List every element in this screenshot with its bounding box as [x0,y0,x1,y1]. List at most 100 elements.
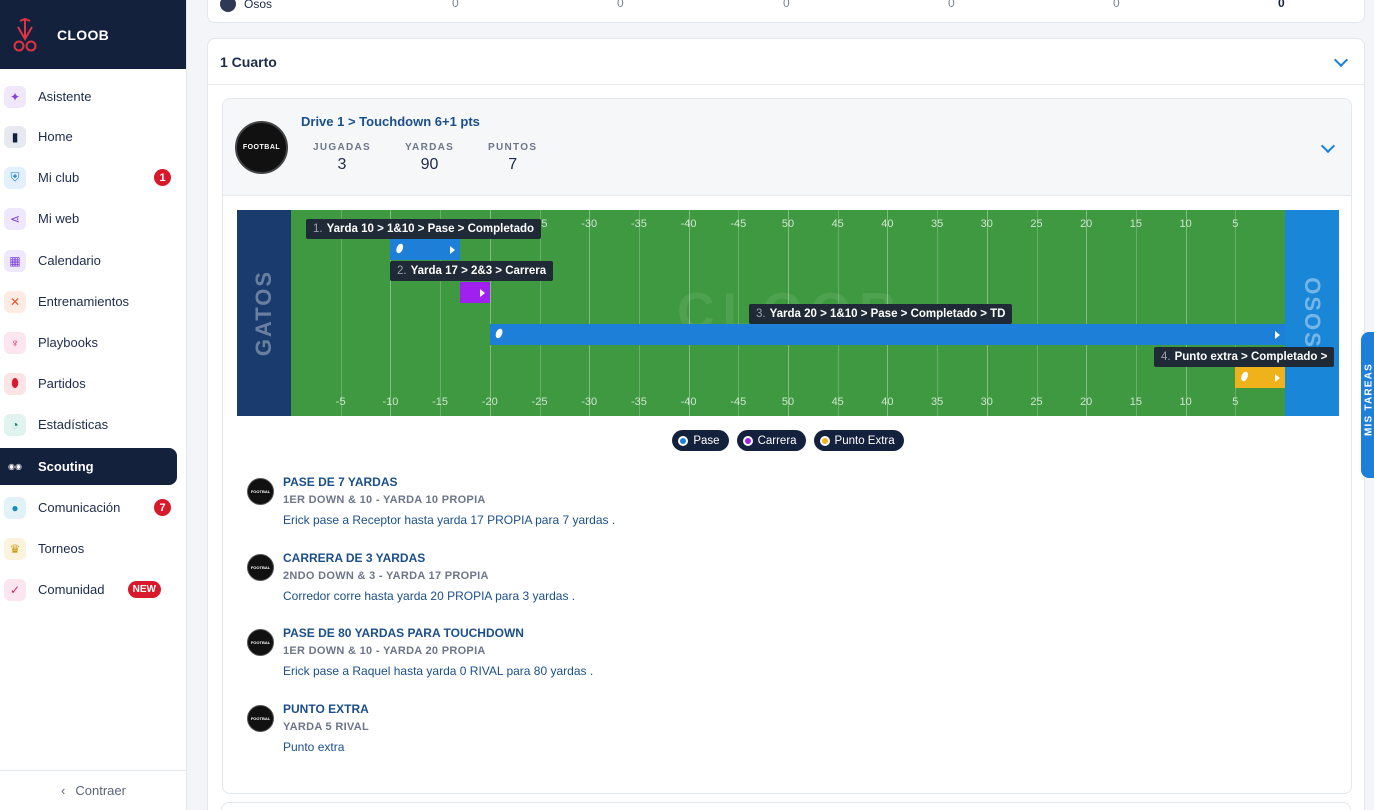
sidebar-item-2[interactable]: ⛨ Mi club 1 [0,159,177,196]
yard-line [638,210,640,416]
brand-header[interactable]: CLOOB [0,0,186,69]
play-number: 2. [397,265,407,277]
sidebar-item-11[interactable]: ♛ Torneos [0,530,177,567]
sidebar-item-label: Asistente [38,89,92,104]
score-q3: 0 [783,0,790,10]
sidebar-item-label: Playbooks [38,335,98,350]
team-osos: Osos [220,0,272,12]
sidebar-item-label: Estadísticas [38,417,109,432]
sidebar-item-7[interactable]: ⬮ Partidos [0,365,177,402]
yard-number: -40 [680,396,697,408]
chevron-down-icon[interactable] [1320,138,1336,154]
stat-yardas: YARDAS 90 [405,142,454,174]
collapse-label: Contraer [75,783,126,798]
stat-label: PUNTOS [488,142,538,153]
collapse-sidebar-button[interactable]: ‹ Contraer [0,770,187,810]
sparkle-icon: ✦ [4,85,26,108]
football-icon: ⬮ [395,243,403,255]
drive-title: Drive 1 > Touchdown 6+1 pts [301,114,480,129]
play-list-item: FOOTBAL PASE DE 80 YARDAS PARA TOUCHDOWN 1… [247,626,1327,688]
trophy-icon: ♛ [4,537,26,560]
play-title: CARRERA DE 3 YARDAS [283,550,426,565]
yard-number: -40 [680,218,697,230]
sidebar-item-10[interactable]: ● Comunicación 7 [0,489,177,526]
legend-label: Pase [693,434,720,447]
play-label[interactable]: 2. Yarda 17 > 2&3 > Carrera [390,261,554,281]
stat-value: 90 [420,156,439,173]
play-label[interactable]: 3. Yarda 20 > 1&10 > Pase > Completado > … [749,304,1013,324]
arrow-right-icon [1274,330,1280,339]
sidebar-item-12[interactable]: ✓ Comunidad NEW [0,571,177,608]
score-ot: 0 [1113,0,1120,10]
sidebar-item-4[interactable]: ▦ Calendario [0,242,177,279]
next-drive-card[interactable] [221,802,1351,810]
play-bar-pass[interactable]: ⬮ [390,239,460,260]
play-bar-extra[interactable]: ⬮ [1235,367,1285,388]
endzone-left: GATOS [237,210,291,416]
arrow-right-icon [479,288,485,297]
mis-tareas-label: MIS TAREAS [1363,363,1374,436]
play-label[interactable]: 4. Punto extra > Completado > [1154,347,1335,367]
yard-number: 30 [980,396,993,408]
sidebar-item-9[interactable]: ◉◉ Scouting [0,448,177,485]
legend-color-dot [819,435,830,446]
sidebar-item-6[interactable]: ♆ Playbooks [0,324,177,361]
play-situation: YARDA 5 RIVAL [283,720,370,733]
drive-card: FOOTBAL Drive 1 > Touchdown 6+1 pts JUGA… [222,98,1352,794]
yard-number: 15 [1129,396,1143,408]
chevron-down-icon[interactable] [1333,52,1349,68]
brand-logo-icon [13,17,37,51]
play-label-text: Punto extra > Completado > [1174,351,1328,363]
yard-number: 45 [831,218,844,230]
play-number: 4. [1161,351,1171,363]
play-description: Punto extra [283,739,345,754]
legend-chip[interactable]: Punto Extra [813,430,904,451]
mis-tareas-tab[interactable]: MIS TAREAS [1361,332,1374,478]
sidebar-item-5[interactable]: ✕ Entrenamientos [0,283,177,320]
sidebar-item-1[interactable]: ▮ Home [0,118,177,155]
yard-number: -10 [382,396,399,408]
yard-number: 25 [1030,218,1043,230]
binoculars-icon: ◉◉ [8,462,22,471]
sidebar-item-3[interactable]: ⋖ Mi web [0,200,177,237]
calendar-icon: ▦ [4,249,26,272]
legend-chip[interactable]: Carrera [736,430,806,451]
drive-header[interactable]: FOOTBAL Drive 1 > Touchdown 6+1 pts JUGA… [223,99,1351,196]
sidebar-item-label: Partidos [38,376,86,391]
play-bar-pass[interactable]: ⬮ [489,324,1285,345]
arrow-right-icon [449,245,455,254]
yard-line [539,210,541,416]
yard-line [738,210,740,416]
endzone-left-team: GATOS [251,269,277,357]
chevron-left-icon: ‹ [61,783,66,798]
sidebar-item-0[interactable]: ✦ Asistente [0,78,177,115]
yard-number: -35 [630,396,647,408]
play-label[interactable]: 1. Yarda 10 > 1&10 > Pase > Completado [306,219,542,239]
yard-number: 20 [1080,218,1093,230]
endzone-right: OSOS [1285,210,1339,416]
sidebar-item-label: Torneos [38,541,85,556]
yard-number: 45 [831,396,844,408]
yard-number: 40 [881,218,894,230]
shield-icon: ⛨ [4,166,26,189]
sidebar-item-label: Entrenamientos [38,294,130,309]
yard-number: -5 [335,396,346,408]
yard-number: -45 [730,396,747,408]
check-circle-icon: ✓ [4,578,26,601]
legend-chip[interactable]: Pase [672,430,729,451]
yard-line [1086,210,1088,416]
playbook-icon: ♆ [4,331,26,354]
arrow-right-icon [1274,373,1280,382]
stat-jugadas: JUGADAS 3 [313,142,371,174]
legend-label: Carrera [757,434,797,447]
sidebar-item-8[interactable]: ◔ Estadísticas [0,406,177,443]
quarter-header[interactable]: 1 Cuarto [208,39,1364,85]
play-bar-run[interactable] [459,282,490,303]
play-description: Corredor corre hasta yarda 20 PROPIA par… [283,588,576,603]
yard-line [1185,210,1187,416]
score-q1: 0 [452,0,459,10]
team-logo-icon: FOOTBAL [247,629,274,656]
play-number: 3. [756,308,766,320]
football-field: GATOS OSOS CLOOB -5-5-10-10-15-15-20-20-… [237,210,1339,416]
endzone-right-team: OSOS [1300,277,1326,349]
